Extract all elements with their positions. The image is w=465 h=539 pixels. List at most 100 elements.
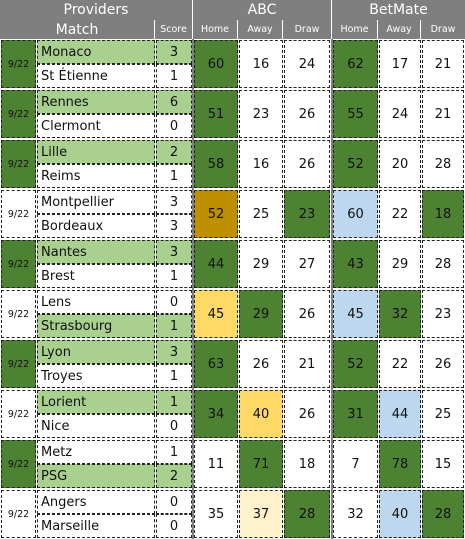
abc-away-prob: 40 <box>239 390 283 438</box>
abc-draw-prob: 26 <box>284 90 330 138</box>
match-row: 9/22 Lille 2 Reims 1 58 16 26 52 20 28 <box>0 139 465 189</box>
match-date: 9/22 <box>1 90 36 138</box>
abc-away-prob: 29 <box>239 240 283 288</box>
match-date: 9/22 <box>1 40 36 88</box>
betmate-draw-prob: 28 <box>422 240 464 288</box>
abc-home-prob: 45 <box>194 290 238 338</box>
betmate-draw-prob: 21 <box>422 40 464 88</box>
home-team: Nantes <box>37 240 155 264</box>
betmate-home-header: Home <box>332 20 378 39</box>
home-score: 6 <box>156 90 192 114</box>
betmate-away-prob: 40 <box>379 490 421 538</box>
abc-away-prob: 23 <box>239 90 283 138</box>
match-date: 9/22 <box>1 240 36 288</box>
betmate-away-prob: 22 <box>379 190 421 238</box>
betmate-draw-prob: 28 <box>422 490 464 538</box>
betmate-away-prob: 17 <box>379 40 421 88</box>
abc-draw-prob: 28 <box>284 490 330 538</box>
betmate-away-prob: 32 <box>379 290 421 338</box>
betmate-draw-prob: 18 <box>422 190 464 238</box>
match-row: 9/22 Monaco 3 St Étienne 1 60 16 24 62 17 21 <box>0 39 465 89</box>
away-score: 0 <box>156 514 192 538</box>
away-team: Reims <box>37 164 155 188</box>
match-row: 9/22 Rennes 6 Clermont 0 51 23 26 55 24 21 <box>0 89 465 139</box>
away-score: 1 <box>156 364 192 388</box>
abc-draw-prob: 23 <box>284 190 330 238</box>
away-team: Marseille <box>37 514 155 538</box>
betmate-away-prob: 44 <box>379 390 421 438</box>
away-score: 0 <box>156 114 192 138</box>
abc-home-prob: 11 <box>194 440 238 488</box>
away-score: 3 <box>156 214 192 238</box>
betmate-draw-prob: 15 <box>422 440 464 488</box>
match-date: 9/22 <box>1 390 36 438</box>
home-team: Lorient <box>37 390 155 414</box>
home-team: Monaco <box>37 40 155 64</box>
betmate-draw-header: Draw <box>421 20 465 39</box>
home-score: 0 <box>156 490 192 514</box>
betmate-header: BetMate <box>332 0 465 20</box>
betmate-home-prob: 55 <box>333 90 378 138</box>
abc-away-prob: 26 <box>239 340 283 388</box>
abc-draw-prob: 26 <box>284 390 330 438</box>
abc-draw-header: Draw <box>283 20 332 39</box>
betmate-draw-prob: 21 <box>422 90 464 138</box>
abc-draw-prob: 26 <box>284 290 330 338</box>
betmate-away-prob: 24 <box>379 90 421 138</box>
betmate-home-prob: 31 <box>333 390 378 438</box>
abc-draw-prob: 18 <box>284 440 330 488</box>
away-team: Troyes <box>37 364 155 388</box>
abc-home-prob: 60 <box>194 40 238 88</box>
abc-home-prob: 34 <box>194 390 238 438</box>
home-team: Angers <box>37 490 155 514</box>
betmate-home-prob: 60 <box>333 190 378 238</box>
abc-home-prob: 51 <box>194 90 238 138</box>
away-team: Strasbourg <box>37 314 155 338</box>
abc-home-header: Home <box>193 20 238 39</box>
betmate-away-prob: 20 <box>379 140 421 188</box>
away-team: Nice <box>37 414 155 438</box>
betmate-away-prob: 29 <box>379 240 421 288</box>
away-score: 1 <box>156 164 192 188</box>
column-divider <box>331 39 333 539</box>
betmate-home-prob: 52 <box>333 340 378 388</box>
abc-away-prob: 16 <box>239 140 283 188</box>
abc-away-prob: 25 <box>239 190 283 238</box>
betmate-home-prob: 32 <box>333 490 378 538</box>
abc-draw-prob: 27 <box>284 240 330 288</box>
betmate-home-prob: 7 <box>333 440 378 488</box>
away-team: St Étienne <box>37 64 155 88</box>
betmate-away-prob: 22 <box>379 340 421 388</box>
home-team: Montpellier <box>37 190 155 214</box>
match-row: 9/22 Angers 0 Marseille 0 35 37 28 32 40 28 <box>0 489 465 539</box>
abc-header: ABC <box>193 0 332 20</box>
abc-away-prob: 16 <box>239 40 283 88</box>
abc-draw-prob: 21 <box>284 340 330 388</box>
abc-home-prob: 63 <box>194 340 238 388</box>
match-row: 9/22 Metz 1 PSG 2 11 71 18 7 78 15 <box>0 439 465 489</box>
column-divider <box>192 39 194 539</box>
match-date: 9/22 <box>1 190 36 238</box>
betmate-away-prob: 78 <box>379 440 421 488</box>
home-team: Lille <box>37 140 155 164</box>
betmate-home-prob: 45 <box>333 290 378 338</box>
home-team: Lyon <box>37 340 155 364</box>
abc-away-header: Away <box>238 20 283 39</box>
betmate-draw-prob: 26 <box>422 340 464 388</box>
match-date: 9/22 <box>1 490 36 538</box>
home-score: 1 <box>156 390 192 414</box>
match-row: 9/22 Lyon 3 Troyes 1 63 26 21 52 22 26 <box>0 339 465 389</box>
away-team: PSG <box>37 464 155 488</box>
away-team: Brest <box>37 264 155 288</box>
abc-home-prob: 58 <box>194 140 238 188</box>
abc-draw-prob: 24 <box>284 40 330 88</box>
home-score: 1 <box>156 440 192 464</box>
betmate-home-prob: 43 <box>333 240 378 288</box>
home-team: Rennes <box>37 90 155 114</box>
match-date: 9/22 <box>1 340 36 388</box>
away-score: 1 <box>156 314 192 338</box>
home-team: Metz <box>37 440 155 464</box>
betmate-draw-prob: 23 <box>422 290 464 338</box>
home-score: 3 <box>156 190 192 214</box>
abc-away-prob: 29 <box>239 290 283 338</box>
